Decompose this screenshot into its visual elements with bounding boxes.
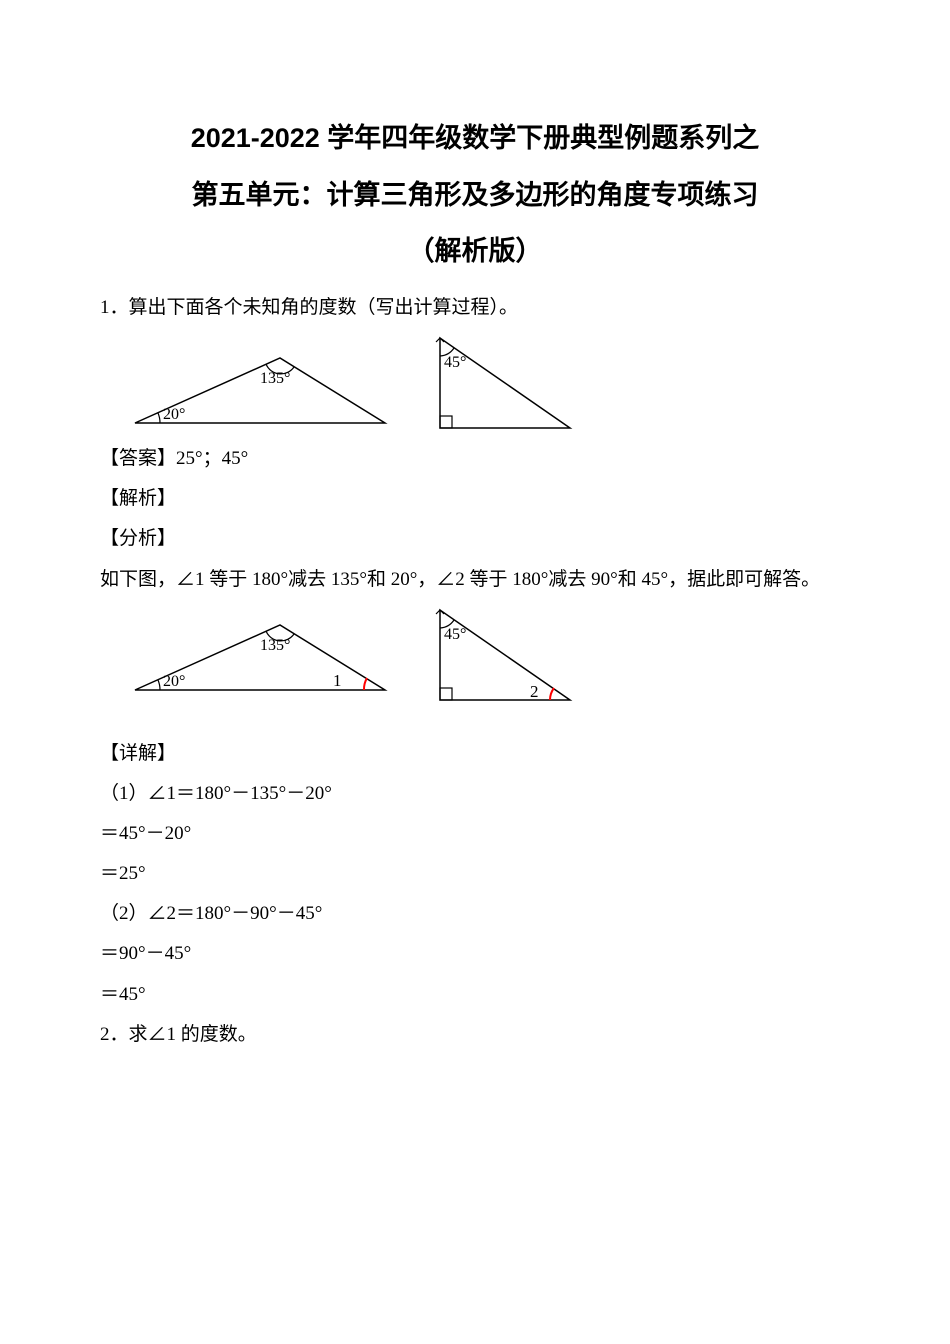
step2-1: （2）∠2＝180°－90°－45°	[100, 896, 850, 931]
doc-title-line2: 第五单元：计算三角形及多边形的角度专项练习	[100, 167, 850, 224]
doc-title-line3: （解析版）	[100, 223, 850, 280]
step2-3: ＝45°	[100, 977, 850, 1012]
answer-label: 【答案】25°；45°	[100, 441, 850, 476]
fenxi-label: 【分析】	[100, 521, 850, 556]
angle-2-label: 2	[530, 682, 539, 701]
xiangjie-label: 【详解】	[100, 736, 850, 771]
angle-45-label-b: 45°	[444, 626, 466, 643]
step1-2: ＝45°－20°	[100, 816, 850, 851]
triangle-1b-figure: 20° 135° 1	[130, 610, 390, 705]
angle-45-label: 45°	[444, 354, 466, 371]
step2-2: ＝90°－45°	[100, 936, 850, 971]
step1-1: （1）∠1＝180°－135°－20°	[100, 776, 850, 811]
doc-title-line1: 2021-2022 学年四年级数学下册典型例题系列之	[100, 110, 850, 167]
question-2: 2．求∠1 的度数。	[100, 1017, 850, 1052]
angle-20-label-b: 20°	[163, 673, 185, 690]
triangle-2b-figure: 45° 2	[430, 605, 580, 705]
fenxi-body: 如下图，∠1 等于 180°减去 135°和 20°，∠2 等于 180°减去 …	[100, 562, 850, 597]
question-1: 1．算出下面各个未知角的度数（写出计算过程）。	[100, 290, 850, 325]
angle-20-label: 20°	[163, 406, 185, 423]
figure-row-1: 20° 135° 45°	[130, 333, 850, 433]
triangle-1-figure: 20° 135°	[130, 343, 390, 433]
body: 1．算出下面各个未知角的度数（写出计算过程）。 20° 135°	[100, 290, 850, 1052]
angle-1-label: 1	[333, 671, 342, 690]
angle-135-label-b: 135°	[260, 637, 290, 654]
triangle-2-figure: 45°	[430, 333, 580, 433]
angle-135-label: 135°	[260, 370, 290, 387]
jiexi-label: 【解析】	[100, 481, 850, 516]
page: 2021-2022 学年四年级数学下册典型例题系列之 第五单元：计算三角形及多边…	[0, 0, 950, 1344]
step1-3: ＝25°	[100, 856, 850, 891]
figure-row-2: 20° 135° 1 45° 2	[130, 605, 850, 705]
